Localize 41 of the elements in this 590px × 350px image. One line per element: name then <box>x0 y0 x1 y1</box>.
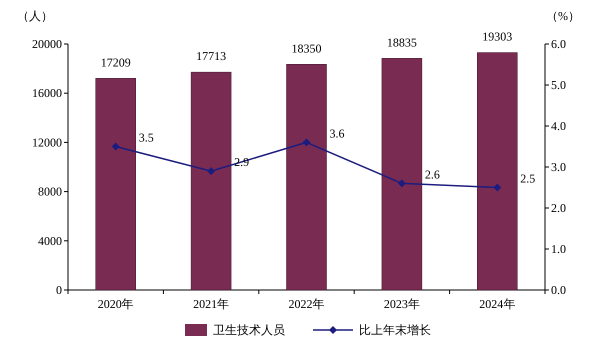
y2-axis-title: （%） <box>546 9 580 23</box>
x-tick-label: 2021年 <box>193 297 230 311</box>
y2-tick-label: 0.0 <box>551 283 566 297</box>
y-tick-label: 4000 <box>38 234 62 248</box>
x-tick-label: 2024年 <box>479 297 516 311</box>
legend-label: 卫生技术人员 <box>213 323 285 337</box>
y-tick-label: 16000 <box>32 86 62 100</box>
point <box>302 138 310 146</box>
point <box>493 184 502 192</box>
y-tick-label: 20000 <box>32 37 62 51</box>
data-label: 3.5 <box>138 130 154 144</box>
y2-tick-label: 4.0 <box>551 119 566 133</box>
data-label: 17209 <box>100 55 131 70</box>
y2-tick-label: 2.0 <box>551 201 566 215</box>
y-tick-label: 8000 <box>38 184 62 199</box>
bar <box>190 72 232 290</box>
legend-label: 比上年末增长 <box>359 323 431 337</box>
data-label: 18350 <box>292 41 322 56</box>
y-tick-label: 12000 <box>32 135 62 150</box>
bar <box>382 58 422 290</box>
x-tick-label: 2020年 <box>98 297 134 311</box>
data-label: 19303 <box>482 30 512 44</box>
y-tick-label: 0 <box>56 283 62 297</box>
point <box>398 179 406 188</box>
x-tick-label: 2023年 <box>384 297 420 311</box>
y2-tick-label: 1.0 <box>551 242 566 256</box>
bar <box>95 78 136 290</box>
data-label: 17713 <box>196 49 226 64</box>
point <box>207 167 216 176</box>
x-tick-label: 2022年 <box>288 297 324 311</box>
bar <box>477 52 518 290</box>
y2-tick-label: 5.0 <box>551 78 566 92</box>
data-label: 2.6 <box>424 167 440 182</box>
data-label: 3.6 <box>330 126 344 140</box>
point <box>112 142 120 150</box>
bar <box>286 64 327 290</box>
data-label: 18835 <box>386 35 417 50</box>
y2-tick-label: 3.0 <box>551 160 566 174</box>
y2-tick-label: 6.0 <box>551 37 566 51</box>
y-axis-title: （人） <box>17 9 53 23</box>
data-label: 2.5 <box>520 172 536 186</box>
